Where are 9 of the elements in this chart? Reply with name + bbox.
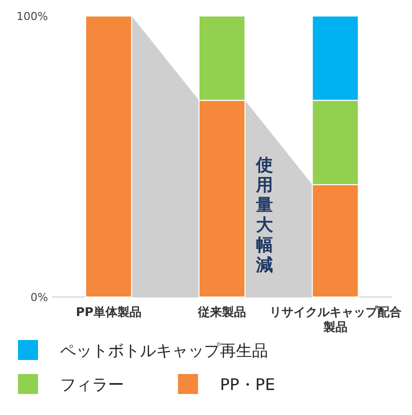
legend-label: フィラー [60,375,124,394]
x-tick-label: リサイクルキャップ配合製品 [268,305,402,335]
x-tick-label: 従来製品 [198,305,246,319]
y-tick-label: 0% [30,291,48,304]
legend-label: ペットボトルキャップ再生品 [60,341,268,360]
y-tick-label: 100% [16,10,48,23]
legend-label: PP・PE [220,375,276,394]
x-tick-label: PP単体製品 [74,305,142,320]
annotation: 使用量大幅減 [255,156,274,276]
